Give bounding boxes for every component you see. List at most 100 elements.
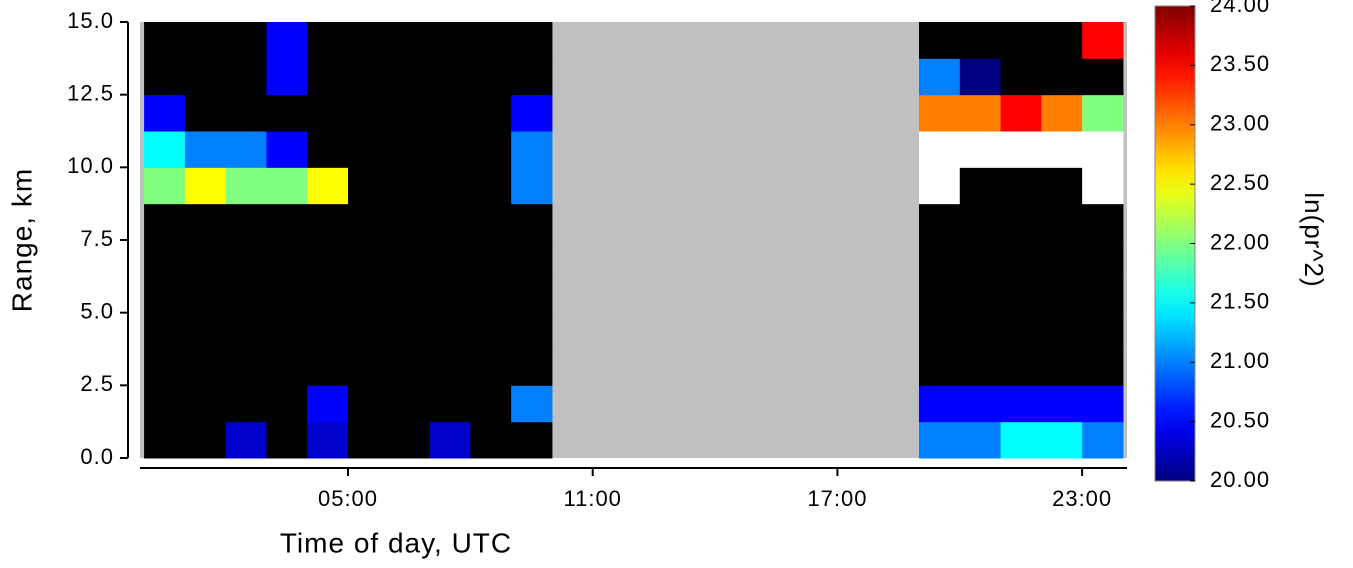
heatmap-cell — [307, 131, 349, 168]
heatmap-cell — [918, 240, 961, 277]
heatmap-cell — [1041, 58, 1083, 96]
heatmap-cell — [470, 349, 512, 386]
heatmap-cell — [470, 131, 512, 168]
heatmap-cell — [266, 22, 308, 59]
heatmap-cell — [470, 58, 512, 96]
heatmap-cell — [266, 276, 308, 314]
heatmap-cell — [429, 276, 471, 314]
heatmap-cell — [470, 203, 512, 241]
heatmap-cell — [429, 58, 471, 96]
heatmap-cell — [144, 131, 186, 168]
heatmap-cell — [348, 276, 390, 314]
heatmap-cell — [348, 94, 390, 132]
heatmap-cell — [918, 312, 961, 350]
colorbar-tick-label: 22.50 — [1210, 170, 1270, 195]
y-tick-label: 2.5 — [80, 371, 114, 396]
x-tick-label: 05:00 — [318, 486, 378, 511]
heatmap-cell — [470, 385, 512, 423]
y-tick-label: 10.0 — [67, 153, 114, 178]
colorbar-title: ln(pr^2) — [1299, 192, 1329, 287]
heatmap-cell — [144, 349, 186, 386]
heatmap-cell — [266, 312, 308, 350]
heatmap-cell — [184, 312, 227, 350]
heatmap-cell — [429, 131, 471, 168]
colorbar-tick-label: 24.00 — [1210, 0, 1270, 17]
heatmap-cell — [1041, 349, 1083, 386]
y-axis-title: Range, km — [6, 168, 37, 312]
heatmap-cell — [225, 22, 267, 59]
heatmap-cell — [184, 58, 227, 96]
heatmap-cell — [959, 131, 1002, 168]
heatmap-cell — [307, 312, 349, 350]
heatmap-cell — [918, 276, 961, 314]
heatmap-cell — [1082, 312, 1124, 350]
x-axis-title: Time of day, UTC — [280, 527, 512, 558]
heatmap-cell — [1041, 312, 1083, 350]
heatmap-cell — [470, 276, 512, 314]
heatmap-cell — [266, 167, 308, 205]
heatmap-cell — [388, 421, 431, 459]
colorbar-tick-label: 22.00 — [1210, 229, 1270, 254]
heatmap-cell — [918, 349, 961, 386]
y-tick-label: 15.0 — [67, 8, 114, 33]
heatmap-cell — [144, 385, 186, 423]
heatmap-cell — [1000, 58, 1042, 96]
heatmap-cell — [184, 22, 227, 59]
y-tick-label: 0.0 — [80, 444, 114, 469]
heatmap-cell — [959, 94, 1002, 132]
colorbar-tick-label: 20.00 — [1210, 467, 1270, 492]
heatmap-cell — [1082, 276, 1124, 314]
heatmap-cell — [266, 421, 308, 459]
heatmap-cell — [266, 240, 308, 277]
heatmap-cell — [1041, 385, 1083, 423]
heatmap-cell — [1041, 203, 1083, 241]
heatmap-cell — [348, 385, 390, 423]
heatmap-cell — [511, 385, 553, 423]
heatmap-cell — [144, 276, 186, 314]
heatmap-cell — [1082, 94, 1124, 132]
heatmap-cell — [959, 276, 1002, 314]
heatmap-cell — [225, 131, 267, 168]
heatmap-cell — [1000, 240, 1042, 277]
heatmap-cell — [266, 131, 308, 168]
heatmap-cell — [1082, 203, 1124, 241]
heatmap-cell — [225, 203, 267, 241]
colorbar-tick-label: 21.50 — [1210, 289, 1270, 314]
heatmap-cell — [388, 349, 431, 386]
heatmap-cell — [511, 167, 553, 205]
heatmap-cell — [511, 203, 553, 241]
colorbar-tick-label: 23.00 — [1210, 111, 1270, 136]
heatmap-cell — [918, 203, 961, 241]
y-tick-label: 7.5 — [80, 226, 114, 251]
heatmap-cell — [429, 203, 471, 241]
heatmap-cell — [429, 22, 471, 59]
heatmap-cell — [1000, 94, 1042, 132]
heatmap-cell — [918, 385, 961, 423]
heatmap-cell — [470, 240, 512, 277]
heatmap-cell — [470, 22, 512, 59]
heatmap-cell — [144, 312, 186, 350]
heatmap-cell — [1041, 276, 1083, 314]
heatmap-cell — [1082, 167, 1124, 205]
heatmap-cell — [511, 58, 553, 96]
heatmap-cell — [1041, 131, 1083, 168]
heatmap-cell — [1041, 421, 1083, 459]
heatmap-cell — [144, 240, 186, 277]
heatmap-cell — [348, 240, 390, 277]
heatmap-cell — [184, 131, 227, 168]
heatmap-cell — [959, 240, 1002, 277]
colorbar-tick-label: 20.50 — [1210, 407, 1270, 432]
heatmap-cell — [959, 385, 1002, 423]
y-tick-label: 12.5 — [67, 80, 114, 105]
heatmap-cell — [225, 276, 267, 314]
colorbar-tick-label: 23.50 — [1210, 51, 1270, 76]
heatmap-cell — [184, 349, 227, 386]
heatmap-cell — [307, 421, 349, 459]
heatmap-cell — [1082, 349, 1124, 386]
heatmap-cell — [348, 421, 390, 459]
heatmap-cell — [144, 58, 186, 96]
heatmap-cell — [388, 385, 431, 423]
heatmap-cell — [429, 349, 471, 386]
heatmap-cell — [511, 421, 553, 459]
